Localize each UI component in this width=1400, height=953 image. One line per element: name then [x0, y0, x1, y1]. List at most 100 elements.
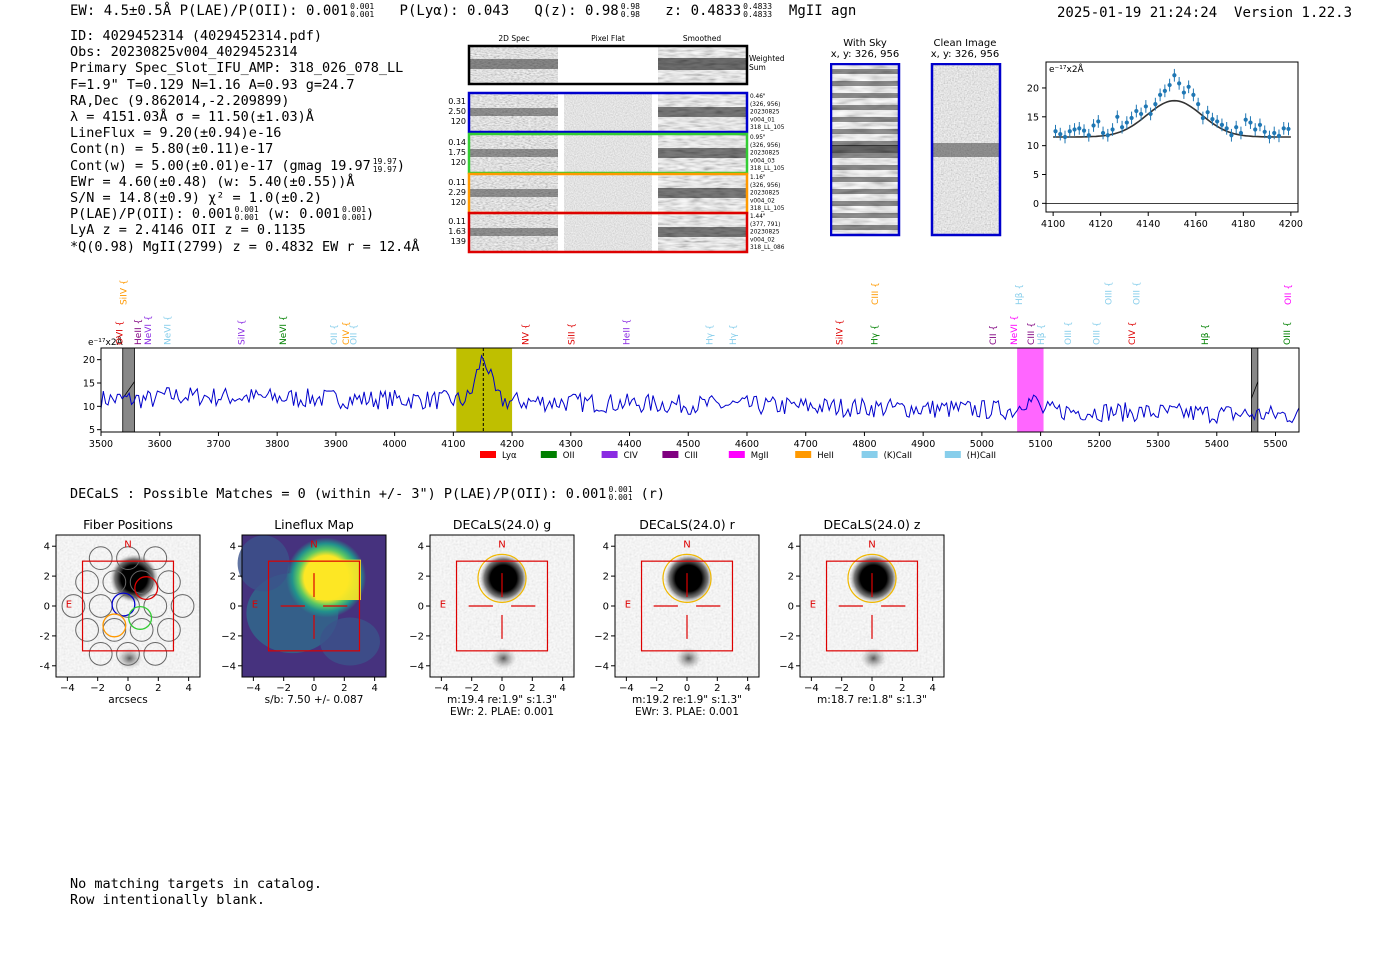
- info-ewr: EWr = 4.60(±0.48) (w: 5.40(±0.55))Å: [70, 173, 355, 190]
- full-spectrum-chart: 3500 3600 3700 3800 3900 4000 4100 4200 4300 4400…: [83, 279, 1300, 461]
- legend-swatch: [728, 451, 745, 458]
- info-line: F=1.9" T=0.129 N=1.16 A=0.93 g=24.7: [70, 76, 355, 93]
- header-timestamp: 2025-01-19 21:24:24 Version 1.22.3: [1057, 5, 1353, 21]
- spectrum-legend-item: (K)CaII: [861, 451, 912, 461]
- fiber-highlight: [128, 605, 153, 630]
- legend-swatch: [480, 451, 496, 458]
- decals-ytick-label: 0: [788, 602, 794, 613]
- decals-xtick-label: 4: [929, 683, 935, 694]
- decals-ytick-label: 4: [603, 542, 609, 553]
- decals-panel-caption: EWr: 2. PLAE: 0.001: [450, 706, 554, 718]
- decals-xtick-label: 2: [341, 683, 347, 694]
- fiber-circle: [88, 641, 113, 666]
- decals-faint-source: [490, 647, 517, 670]
- cutout-row-meta: (326, 956): [750, 102, 780, 108]
- zoom-xtick-label: 4180: [1231, 219, 1255, 230]
- decals-xtick-label: 4: [371, 683, 377, 694]
- fiber-highlight: [102, 613, 127, 638]
- aperture-box: [267, 560, 361, 652]
- decals-ytick-label: −4: [40, 661, 50, 672]
- cutout-row-stat: 0.31: [448, 97, 466, 106]
- decals-xtick-label: 4: [559, 683, 565, 694]
- zoom-spectrum-chart: 4100 4120 4140 4160 4180 4200 0 5 10 15 20 e⁻¹⁷x2Å: [1027, 61, 1303, 230]
- zoom-data-point: [1177, 81, 1182, 86]
- info-line: RA,Dec (9.862014,-2.209899): [70, 92, 290, 109]
- decals-xtick-label: 0: [125, 683, 131, 694]
- cutout-row-meta: 318_LL_105: [750, 125, 785, 131]
- decals-panel-title: DECaLS(24.0) z: [824, 517, 921, 532]
- decals-xtick-label: −4: [804, 683, 819, 694]
- spectrum-xtick-label: 4700: [794, 439, 818, 450]
- zoom-data-point: [1134, 108, 1139, 114]
- aperture-box: [81, 560, 175, 652]
- cutout-col-title: Smoothed: [683, 34, 722, 43]
- decals-xtick-label: −4: [60, 683, 75, 694]
- decals-ytick-label: −2: [221, 631, 236, 642]
- legend-swatch: [601, 451, 618, 458]
- decals-main-source: [664, 554, 713, 603]
- cutouts-panel: 2D Spec Pixel Flat SmoothedWeightedSum0.31…: [448, 34, 785, 254]
- zoom-data-point: [1276, 133, 1282, 138]
- decals-xtick-label: −2: [464, 683, 479, 694]
- decals-ytick-label: 4: [230, 542, 236, 553]
- spectrum-line-label: OIII {: [1132, 281, 1142, 305]
- zoom-ytick-label: 20: [1027, 83, 1039, 94]
- fiber-circle: [88, 546, 113, 571]
- zoom-xtick-label: 4200: [1279, 219, 1303, 230]
- spectrum-xtick-label: 4600: [735, 439, 759, 450]
- zoom-data-point: [1281, 126, 1286, 131]
- spectrum-xtick-label: 5000: [970, 439, 994, 450]
- spectrum-legend-item: CIII: [662, 451, 698, 461]
- zoom-data-point: [1129, 115, 1134, 121]
- weighted-sum-label: Weighted: [749, 54, 785, 63]
- fiber-circle: [75, 618, 99, 642]
- decals-panel-caption: m:19.4 re:1.9" s:1.3": [447, 694, 557, 706]
- decals-ytick-label: 4: [788, 542, 794, 553]
- decals-ytick-label: −2: [40, 631, 50, 642]
- info-line: ID: 4029452314 (4029452314.pdf): [70, 28, 322, 44]
- spectrum-xtick-label: 5400: [1205, 439, 1229, 450]
- cutout-row-stat: 139: [451, 237, 466, 246]
- spectrum-legend-item: CIV: [601, 451, 638, 461]
- spectrum-line-label: HeII {: [623, 319, 633, 345]
- cutout-row-meta: (377, 791): [750, 222, 780, 228]
- zoom-data-point: [1105, 133, 1110, 138]
- zoom-data-point: [1096, 119, 1101, 124]
- clean-image-title: Clean Image x, y: 326, 956: [930, 38, 1000, 60]
- decals-panel-caption: m:19.2 re:1.9" s:1.3": [632, 694, 742, 706]
- cutout-row-meta: 318_LL_105: [750, 206, 785, 212]
- spectrum-line-label: NeVI {: [1010, 315, 1020, 345]
- spectrum-xtick-label: 5200: [1087, 439, 1111, 450]
- decals-xtick-label: −2: [276, 683, 291, 694]
- zoom-data-point: [1100, 130, 1106, 136]
- spectrum-line-label: OIII {: [1283, 321, 1293, 345]
- fiber-circle: [75, 570, 99, 594]
- cutout-row-meta: 20230825: [750, 151, 780, 157]
- spectrum-legend-item: MgII: [728, 451, 769, 461]
- zoom-data-point: [1181, 90, 1186, 95]
- decals-xtick-label: −4: [246, 683, 261, 694]
- spectrum-line-label: OIII {: [1105, 281, 1115, 305]
- cutout-row-meta: v004_01: [750, 117, 775, 123]
- zoom-data-point: [1058, 132, 1063, 137]
- spectrum-line: [100, 354, 1300, 425]
- cutout-row-meta: 0.46": [750, 94, 766, 100]
- legend-label: OII: [563, 451, 575, 461]
- decals-faint-ellipse: [669, 637, 705, 677]
- spectrum-unit-label: e⁻¹⁷x2Å: [88, 336, 124, 348]
- decals-panel-title: DECaLS(24.0) r: [639, 517, 735, 532]
- fiber-circle: [143, 546, 168, 571]
- fiber-circle: [157, 570, 181, 594]
- decals-ytick-label: −2: [409, 631, 424, 642]
- cutout-row-meta: v004_02: [750, 237, 775, 243]
- spectrum-xtick-label: 4100: [441, 439, 465, 450]
- info-plae: P(LAE)/P(OII): 0.001 0.001 0.001 (w: 0.001…: [70, 205, 375, 223]
- zoom-data-point: [1143, 104, 1148, 109]
- compass-e: E: [66, 599, 72, 610]
- info-contw: Cont(w) = 5.00(±0.01)e-17 (gmag 19.97 19.…: [70, 156, 405, 174]
- compass-n: N: [498, 540, 505, 551]
- compass-n: N: [310, 540, 317, 551]
- decals-ytick-label: 4: [44, 542, 50, 553]
